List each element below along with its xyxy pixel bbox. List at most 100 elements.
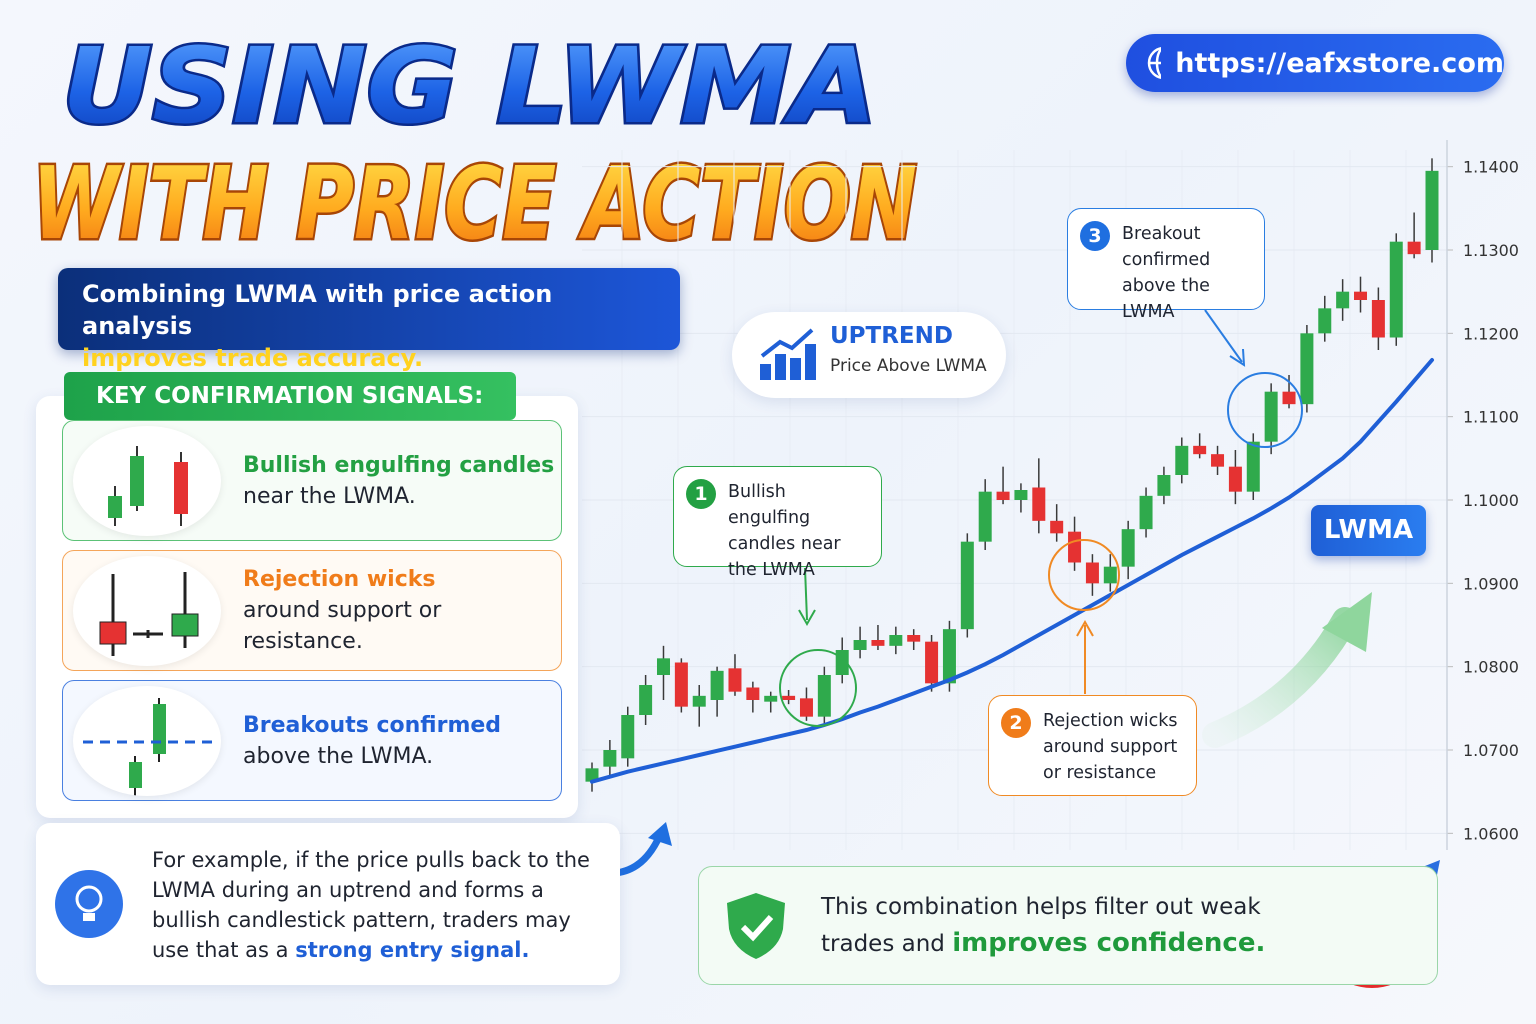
globe-icon xyxy=(1147,46,1162,80)
candle-body xyxy=(1407,241,1421,255)
signal-title: Bullish engulfing candles xyxy=(243,452,555,478)
candle-body xyxy=(1389,241,1403,338)
conclusion-text: This combination helps filter out weak t… xyxy=(821,894,1261,957)
callout-arrow-head xyxy=(1229,348,1246,367)
annotation-number: 1 xyxy=(686,479,716,509)
example-text: For example, if the price pulls back to … xyxy=(152,848,590,962)
annotation: 2 Rejection wicks around support or resi… xyxy=(988,695,1197,796)
candle-body xyxy=(1246,441,1260,492)
candle-body xyxy=(1068,531,1082,563)
title-line-2: WITH PRICE ACTION xyxy=(32,145,917,262)
candle-body xyxy=(1371,300,1385,338)
candle-body xyxy=(782,695,796,700)
candle-body xyxy=(1425,170,1439,250)
candle-body xyxy=(996,491,1010,500)
candle-body xyxy=(889,635,903,646)
annotation-text: Bullish engulfing candles near the LWMA xyxy=(728,482,841,580)
intro-highlight: improves trade accuracy. xyxy=(82,344,424,372)
example-card: For example, if the price pulls back to … xyxy=(36,823,620,985)
candle-body xyxy=(1282,391,1296,405)
trend-arrow xyxy=(1202,607,1358,748)
highlight-circle xyxy=(779,649,857,727)
line-label: LWMA xyxy=(1311,505,1426,556)
signal-title: Breakouts confirmed xyxy=(243,712,502,738)
candle-body xyxy=(817,675,831,717)
candle-body xyxy=(1318,308,1332,334)
candle-body xyxy=(710,670,724,700)
candle-body xyxy=(1032,487,1046,521)
candle-body xyxy=(978,491,992,542)
callout-arrow xyxy=(1204,309,1243,363)
candle-body xyxy=(799,698,813,717)
candle-body xyxy=(1228,466,1242,492)
badge-subtitle: Price Above LWMA xyxy=(830,356,987,376)
candle-body xyxy=(925,641,939,684)
breakout-icon xyxy=(73,685,221,796)
y-tick-label: 1.1400 xyxy=(1463,158,1519,177)
candle-body xyxy=(728,668,742,692)
y-tick-label: 1.1300 xyxy=(1463,241,1519,260)
signal-text: near the LWMA. xyxy=(243,483,416,509)
url-pill[interactable]: https://eafxstore.com xyxy=(1126,34,1504,92)
conclusion-card: This combination helps filter out weak t… xyxy=(698,866,1438,985)
rejection-icon xyxy=(73,555,221,666)
engulfing-icon xyxy=(73,425,221,536)
annotation: 3 Breakout confirmed above the LWMA xyxy=(1067,208,1265,322)
candle-body xyxy=(746,687,760,700)
signal-title: Rejection wicks xyxy=(243,567,436,592)
signal-text: around support or resistance. xyxy=(243,598,442,654)
shield-icon xyxy=(727,893,785,959)
y-tick-label: 1.1100 xyxy=(1463,408,1519,427)
candle-body xyxy=(960,541,974,630)
annotation-number: 3 xyxy=(1080,221,1110,251)
candle-body xyxy=(1354,291,1368,300)
intro-text: Combining LWMA with price action analysi… xyxy=(82,280,553,340)
candle-body xyxy=(907,635,921,642)
candle-body xyxy=(1139,495,1153,530)
candle-body xyxy=(1121,529,1135,567)
y-tick-label: 1.0900 xyxy=(1463,574,1519,593)
callout-arrow xyxy=(804,567,808,621)
trend-arrow-head xyxy=(1322,592,1372,652)
candle-body xyxy=(1300,333,1314,405)
intro-box: Combining LWMA with price action analysi… xyxy=(58,268,680,372)
url[interactable]: https://eafxstore.com xyxy=(1175,47,1504,79)
annotation-text: Rejection wicks around support or resist… xyxy=(1043,711,1178,783)
candle-body xyxy=(1050,520,1064,534)
candle-body xyxy=(692,695,706,707)
candle-body xyxy=(1014,490,1028,500)
conclusion-highlight: improves confidence. xyxy=(952,928,1266,958)
candle-body xyxy=(1157,475,1171,496)
candle-body xyxy=(1103,566,1117,584)
candle-body xyxy=(1211,454,1225,467)
candle-body xyxy=(656,658,670,675)
candle-body xyxy=(871,640,885,646)
candle-body xyxy=(1336,291,1350,309)
y-tick-label: 1.1000 xyxy=(1463,491,1519,510)
y-tick-label: 1.1200 xyxy=(1463,324,1519,343)
candle-body xyxy=(639,685,653,715)
signal-card: Bullish engulfing candles near the LWMA. xyxy=(62,420,562,541)
signal-card: Breakouts confirmed above the LWMA. xyxy=(62,680,562,801)
candle-body xyxy=(1175,445,1189,475)
signal-card: Rejection wicks around support or resista… xyxy=(62,550,562,671)
candle-body xyxy=(1085,562,1099,584)
lwma-line xyxy=(590,358,1434,784)
bulb-icon xyxy=(55,870,123,938)
y-tick-label: 1.0600 xyxy=(1463,824,1519,843)
annotation-text: Breakout confirmed above the LWMA xyxy=(1122,224,1211,322)
uptrend-badge: UPTREND Price Above LWMA xyxy=(732,312,1006,398)
candle-body xyxy=(853,640,867,650)
candle-body xyxy=(1264,391,1278,442)
candle-body xyxy=(603,750,617,767)
y-tick-label: 1.0800 xyxy=(1463,658,1519,677)
highlight-circle xyxy=(1227,372,1303,448)
title-line-1: USING LWMA xyxy=(62,25,877,147)
annotation-number: 2 xyxy=(1001,708,1031,738)
signal-text: above the LWMA. xyxy=(243,743,434,769)
example-highlight: strong entry signal. xyxy=(295,938,530,962)
y-tick-label: 1.0700 xyxy=(1463,741,1519,760)
candle-body xyxy=(1193,445,1207,455)
callout-arrow-head xyxy=(798,609,816,627)
